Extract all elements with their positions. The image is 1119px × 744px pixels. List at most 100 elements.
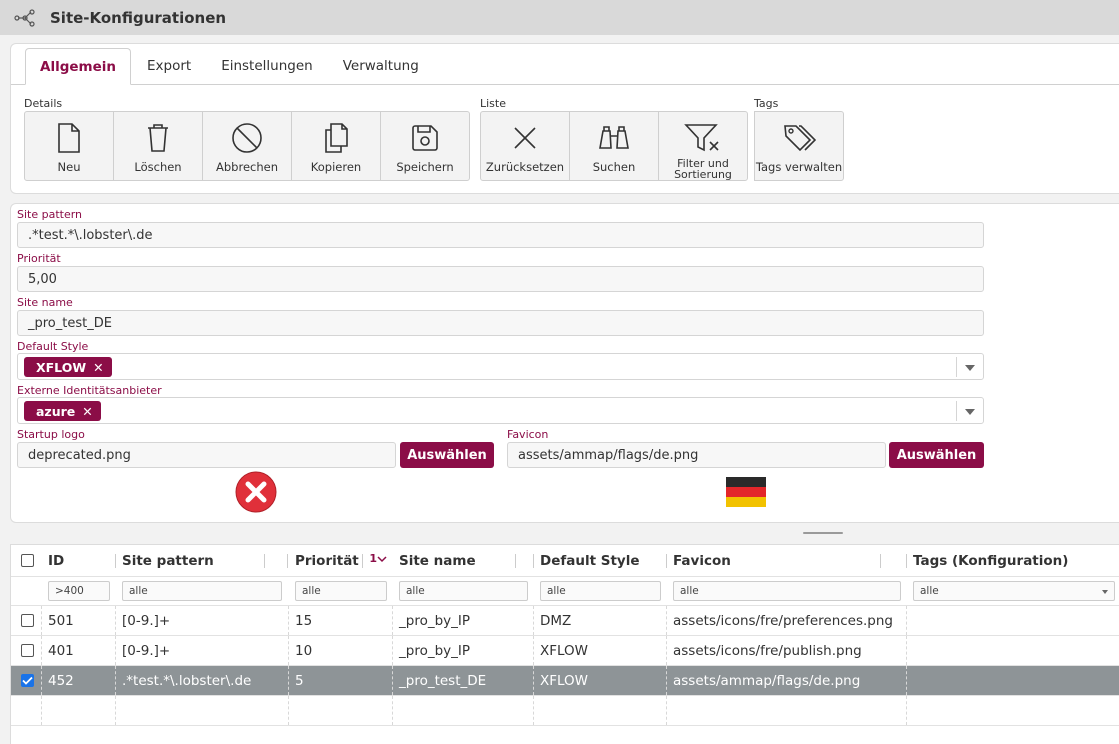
prioritaet-label: Priorität bbox=[17, 252, 61, 265]
row-checkbox[interactable] bbox=[21, 644, 34, 657]
externe-identitaetsanbieter-select[interactable]: azure ✕ bbox=[17, 397, 984, 424]
prioritaet-input[interactable]: 5,00 bbox=[17, 266, 984, 292]
cell-id: 452 bbox=[42, 666, 116, 695]
externe-identitaetsanbieter-label: Externe Identitätsanbieter bbox=[17, 384, 162, 397]
table-row-empty bbox=[11, 725, 1119, 739]
cell-site-pattern: [0-9.]+ bbox=[116, 606, 289, 635]
remove-chip-icon[interactable]: ✕ bbox=[93, 359, 104, 375]
empty-cell bbox=[11, 696, 42, 725]
startup-logo-auswaehlen-button[interactable]: Auswählen bbox=[400, 442, 494, 468]
neu-label: Neu bbox=[57, 160, 81, 174]
liste-group-label: Liste bbox=[480, 97, 506, 110]
filter-site-name-input[interactable]: alle bbox=[399, 581, 528, 601]
default-style-select[interactable]: XFLOW ✕ bbox=[17, 353, 984, 380]
title-bar: Site-Konfigurationen bbox=[0, 0, 1119, 35]
table-row[interactable]: 401 [0-9.]+ 10 _pro_by_IP XFLOW assets/i… bbox=[11, 635, 1119, 665]
close-icon bbox=[512, 118, 538, 158]
col-header-default-style[interactable]: Default Style bbox=[534, 545, 667, 576]
favicon-input[interactable]: assets/ammap/flags/de.png bbox=[507, 442, 886, 468]
cell-prioritaet: 10 bbox=[289, 636, 393, 665]
cell-site-pattern: .*test.*\.lobster\.de bbox=[116, 666, 289, 695]
filter-id-input[interactable]: >400 bbox=[48, 581, 110, 601]
col-header-tags-label: Tags (Konfiguration) bbox=[913, 552, 1069, 569]
filter-cell-favicon: alle bbox=[667, 577, 907, 605]
table-row[interactable]: 501 [0-9.]+ 15 _pro_by_IP DMZ assets/ico… bbox=[11, 605, 1119, 635]
row-checkbox[interactable] bbox=[21, 614, 34, 627]
abbrechen-button[interactable]: Abbrechen bbox=[202, 111, 292, 181]
select-all-checkbox[interactable] bbox=[21, 554, 34, 567]
tags-icon bbox=[782, 118, 816, 158]
empty-cell bbox=[116, 696, 289, 725]
binoculars-icon bbox=[597, 118, 631, 158]
cell-default-style: DMZ bbox=[534, 606, 667, 635]
tab-divider bbox=[11, 84, 1119, 85]
empty-cell bbox=[534, 696, 667, 725]
col-header-favicon[interactable]: Favicon bbox=[667, 545, 907, 576]
filter-cell-id: >400 bbox=[42, 577, 116, 605]
filter-default-style-input[interactable]: alle bbox=[540, 581, 661, 601]
empty-cell bbox=[42, 696, 116, 725]
tab-verwaltung[interactable]: Verwaltung bbox=[342, 57, 419, 74]
col-header-site-pattern[interactable]: Site pattern bbox=[116, 545, 288, 576]
new-document-icon bbox=[56, 118, 82, 158]
filter-tags-value: alle bbox=[920, 585, 939, 597]
sort-order-number: 1 bbox=[369, 552, 377, 565]
filter-label-line2: Sortierung bbox=[674, 168, 732, 181]
suchen-label: Suchen bbox=[592, 160, 636, 174]
col-header-id[interactable]: ID bbox=[42, 545, 116, 576]
tab-allgemein[interactable]: Allgemein bbox=[25, 48, 131, 85]
col-header-prioritaet[interactable]: Priorität 1 bbox=[289, 545, 393, 576]
filter-prioritaet-input[interactable]: alle bbox=[295, 581, 387, 601]
startup-logo-input[interactable]: deprecated.png bbox=[17, 442, 396, 468]
neu-button[interactable]: Neu bbox=[24, 111, 114, 181]
splitter-handle[interactable] bbox=[803, 532, 843, 534]
chevron-down-icon[interactable] bbox=[965, 409, 975, 415]
chevron-down-icon bbox=[1102, 590, 1108, 594]
site-name-input[interactable]: _pro_test_DE bbox=[17, 310, 984, 336]
favicon-auswaehlen-button[interactable]: Auswählen bbox=[889, 442, 984, 468]
remove-chip-icon[interactable]: ✕ bbox=[82, 403, 93, 419]
network-nodes-icon bbox=[14, 7, 36, 29]
tab-export[interactable]: Export bbox=[146, 57, 192, 74]
table-row-selected[interactable]: 452 .*test.*\.lobster\.de 5 _pro_test_DE… bbox=[11, 665, 1119, 695]
favicon-label: Favicon bbox=[507, 428, 549, 441]
empty-cell bbox=[667, 696, 907, 725]
zuruecksetzen-button[interactable]: Zurücksetzen bbox=[480, 111, 570, 181]
externe-chip-label: azure bbox=[36, 403, 76, 419]
loeschen-button[interactable]: Löschen bbox=[113, 111, 203, 181]
cell-tags bbox=[907, 666, 1119, 695]
kopieren-label: Kopieren bbox=[310, 160, 362, 174]
empty-cell bbox=[393, 696, 534, 725]
row-checkbox-cell bbox=[11, 636, 42, 665]
startup-logo-label: Startup logo bbox=[17, 428, 85, 441]
trash-icon bbox=[144, 118, 172, 158]
select-separator bbox=[956, 357, 957, 377]
speichern-button[interactable]: Speichern bbox=[380, 111, 470, 181]
cell-prioritaet: 15 bbox=[289, 606, 393, 635]
col-header-site-name[interactable]: Site name bbox=[393, 545, 534, 576]
table-row-empty bbox=[11, 695, 1119, 725]
filter-site-pattern-input[interactable]: alle bbox=[122, 581, 282, 601]
tab-einstellungen[interactable]: Einstellungen bbox=[221, 57, 313, 74]
suchen-button[interactable]: Suchen bbox=[569, 111, 659, 181]
cell-id: 401 bbox=[42, 636, 116, 665]
row-checkbox-checked[interactable] bbox=[21, 674, 34, 687]
col-header-favicon-label: Favicon bbox=[673, 552, 731, 569]
col-header-tags[interactable]: Tags (Konfiguration) bbox=[907, 545, 1119, 576]
tab-bar: Allgemein Export Einstellungen Verwaltun… bbox=[25, 48, 435, 85]
copy-icon bbox=[322, 118, 350, 158]
cell-tags bbox=[907, 636, 1119, 665]
filter-favicon-input[interactable]: alle bbox=[673, 581, 901, 601]
chevron-down-icon[interactable] bbox=[965, 365, 975, 371]
cell-tags bbox=[907, 606, 1119, 635]
cell-default-style: XFLOW bbox=[534, 666, 667, 695]
cell-favicon: assets/ammap/flags/de.png bbox=[667, 666, 907, 695]
tags-verwalten-button[interactable]: Tags verwalten bbox=[754, 111, 844, 181]
site-pattern-input[interactable]: .*test.*\.lobster\.de bbox=[17, 222, 984, 248]
kopieren-button[interactable]: Kopieren bbox=[291, 111, 381, 181]
cell-site-pattern: [0-9.]+ bbox=[116, 636, 289, 665]
filter-sortierung-button[interactable]: Filter und Sortierung bbox=[658, 111, 748, 181]
col-header-id-label: ID bbox=[48, 552, 65, 569]
filter-tags-select[interactable]: alle bbox=[913, 581, 1115, 601]
col-header-prioritaet-label: Priorität bbox=[295, 552, 359, 569]
